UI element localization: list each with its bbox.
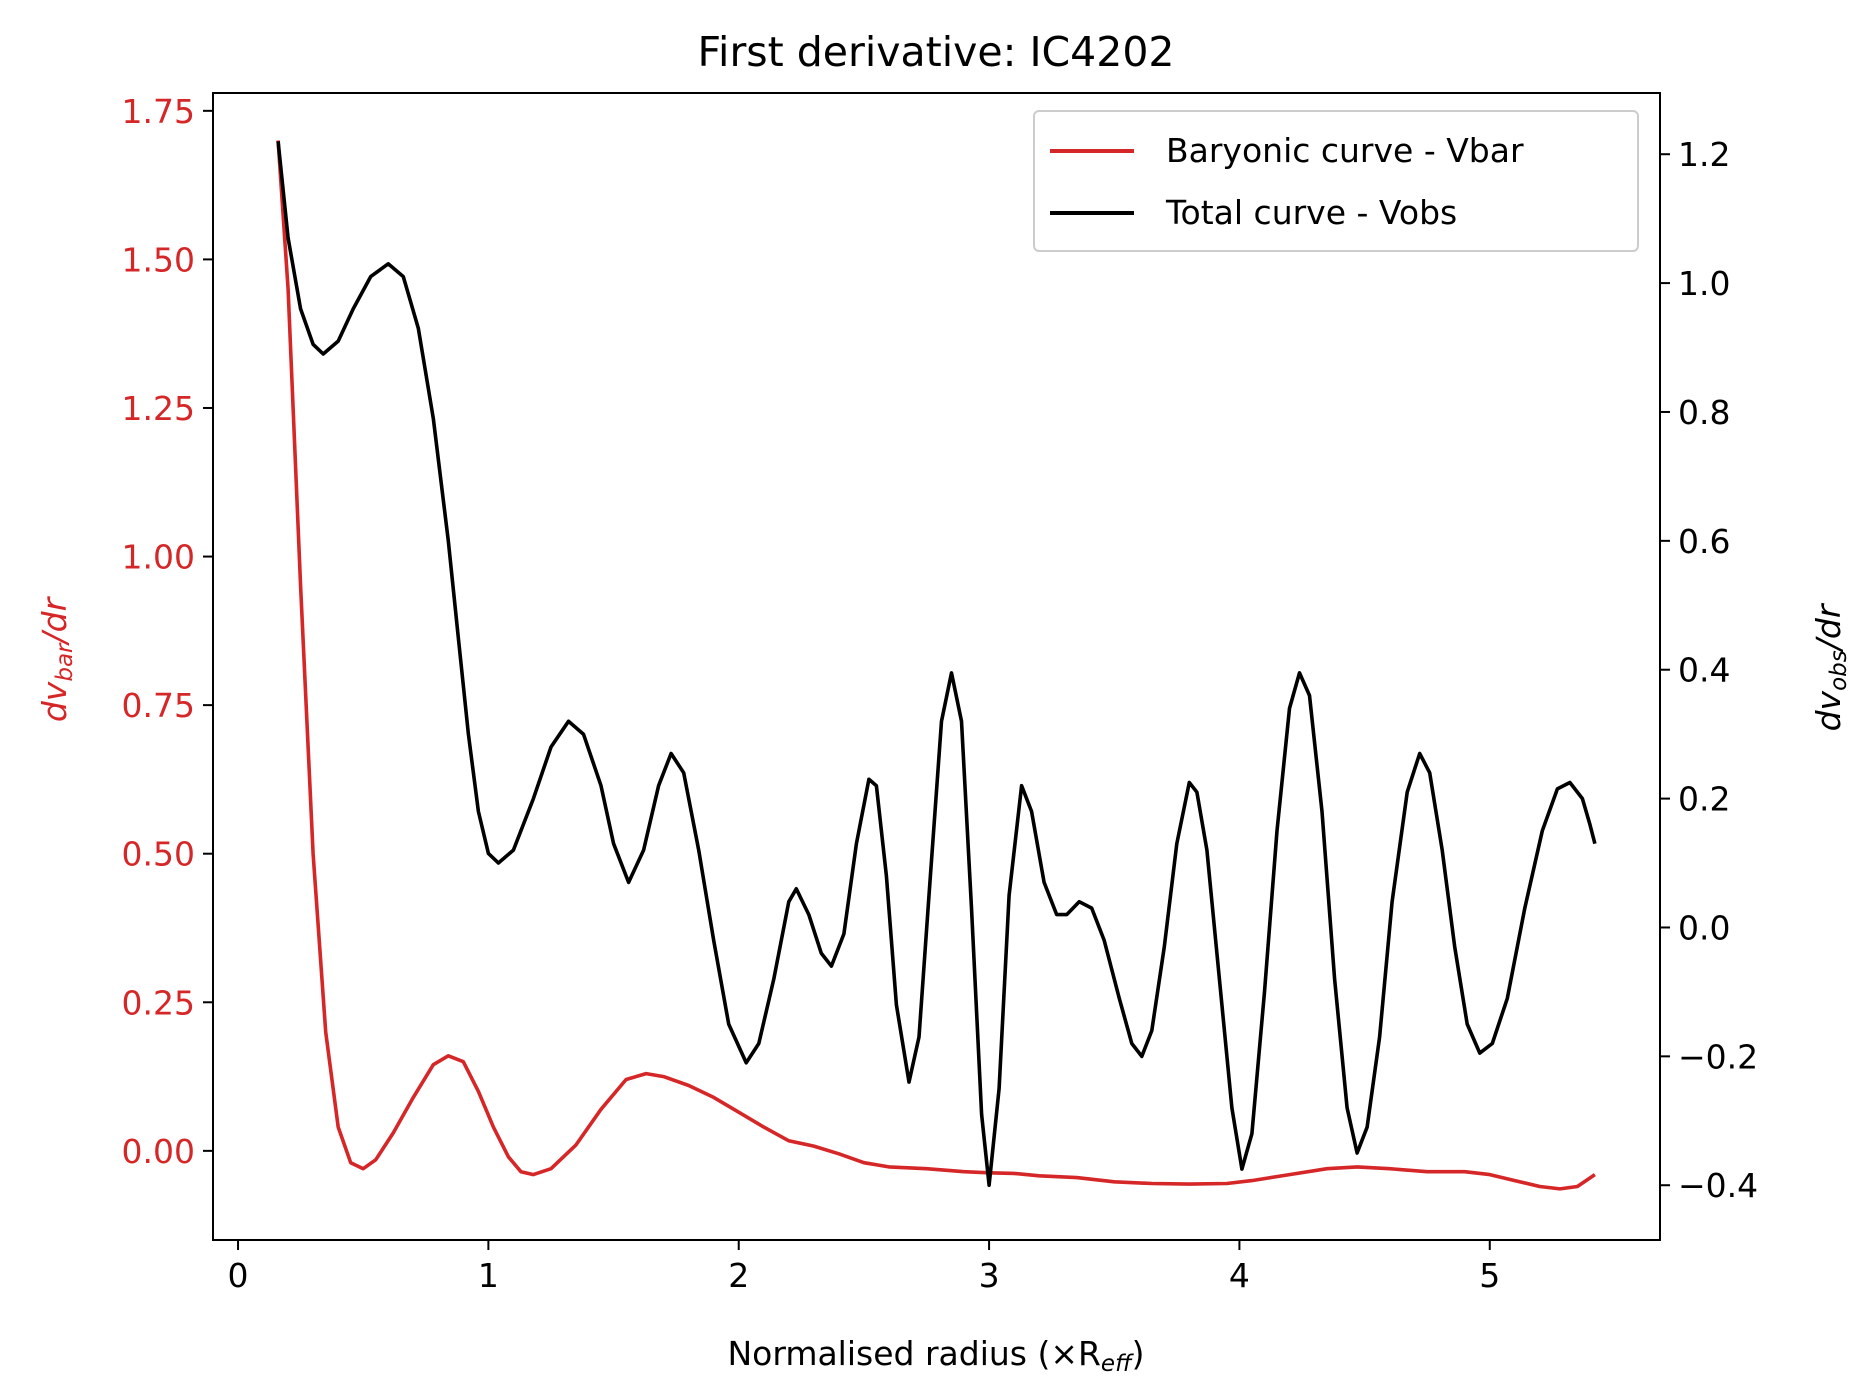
y-right-tick-label: −0.2 xyxy=(1678,1037,1758,1076)
y-right-tick-label: 0.8 xyxy=(1678,393,1730,432)
y-left-label-main: dv xyxy=(35,681,74,722)
x-tick-label: 1 xyxy=(478,1256,499,1295)
plot-area xyxy=(212,92,1661,1241)
y-left-tick-label: 0.75 xyxy=(122,686,195,725)
y-right-axis-label: dvobs/dr xyxy=(1809,602,1852,731)
y-right-tick-label: 1.0 xyxy=(1678,264,1730,303)
y-left-tick-label: 0.50 xyxy=(122,835,195,874)
legend-label-total: Total curve - Vobs xyxy=(1165,193,1457,232)
y-right-tick-label: 1.2 xyxy=(1678,135,1730,174)
x-axis-label-close: ) xyxy=(1132,1334,1145,1373)
y-left-tick-label: 0.00 xyxy=(122,1132,195,1171)
y-left-axis-label: dvbar/dr xyxy=(35,595,78,722)
x-tick-label: 4 xyxy=(1229,1256,1250,1295)
x-tick-label: 2 xyxy=(728,1256,749,1295)
y-left-tick-label: 1.00 xyxy=(122,538,195,577)
y-right-axis: −0.4 −0.2 0.0 0.2 0.4 0.6 0.8 1.0 1.2 xyxy=(1660,135,1758,1205)
y-right-tick-label: 0.4 xyxy=(1678,651,1730,690)
x-axis-label: Normalised radius (×Reff) xyxy=(727,1334,1144,1377)
y-right-label-tail: /dr xyxy=(1809,602,1848,653)
y-left-tick-label: 1.50 xyxy=(122,240,195,279)
x-axis-label-sub: eff xyxy=(1101,1351,1134,1377)
x-tick-label: 3 xyxy=(979,1256,1000,1295)
x-tick-label: 5 xyxy=(1479,1256,1500,1295)
y-left-tick-label: 1.25 xyxy=(122,389,195,428)
y-left-axis: 0.00 0.25 0.50 0.75 1.00 1.25 1.50 1.75 xyxy=(122,92,213,1171)
legend-box xyxy=(1033,110,1639,252)
y-left-tick-label: 1.75 xyxy=(122,92,195,131)
y-right-tick-label: 0.6 xyxy=(1678,522,1730,561)
series-line-total xyxy=(276,141,1597,1187)
series-line-baryonic xyxy=(276,140,1596,1191)
x-tick-label: 0 xyxy=(228,1256,249,1295)
legend: Baryonic curve - Vbar Total curve - Vobs xyxy=(1033,110,1639,252)
y-left-label-sub: bar xyxy=(52,642,78,682)
chart-title: First derivative: IC4202 xyxy=(697,28,1174,76)
y-right-tick-label: 0.2 xyxy=(1678,780,1730,819)
y-right-tick-label: −0.4 xyxy=(1678,1166,1758,1205)
y-left-tick-label: 0.25 xyxy=(122,983,195,1022)
legend-label-baryonic: Baryonic curve - Vbar xyxy=(1166,131,1524,170)
x-axis-label-main: Normalised radius (×R xyxy=(727,1334,1100,1373)
y-right-label-sub: obs xyxy=(1826,650,1852,691)
y-left-label-tail: /dr xyxy=(35,595,74,646)
y-right-tick-label: 0.0 xyxy=(1678,908,1730,947)
x-axis: 0 1 2 3 4 5 xyxy=(228,1240,1500,1295)
y-right-label-main: dv xyxy=(1809,690,1848,731)
plot-frame xyxy=(212,92,1661,1241)
